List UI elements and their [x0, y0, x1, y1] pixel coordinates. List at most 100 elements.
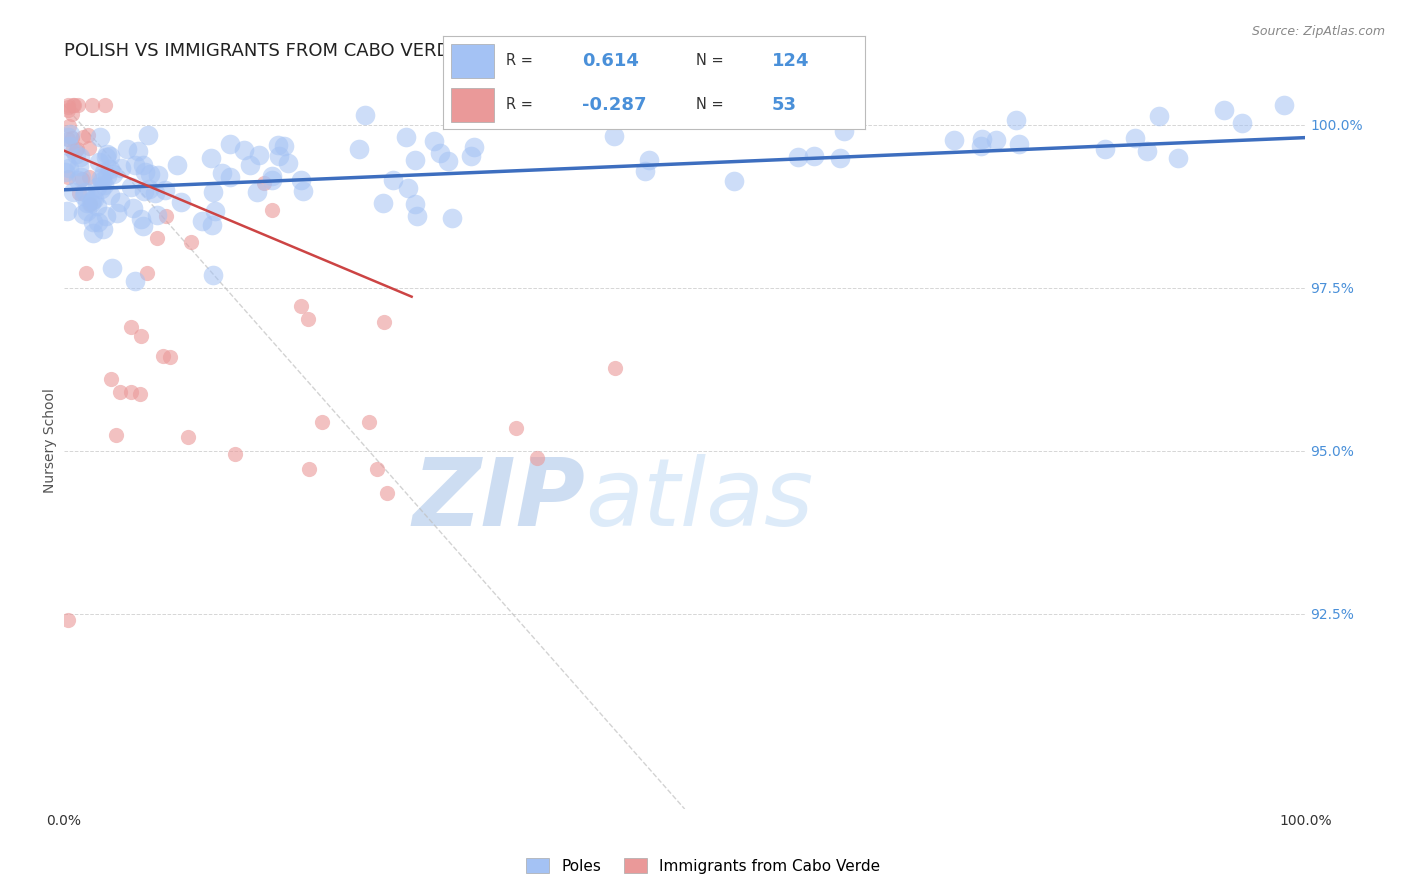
Point [77, 128, 100, 142]
Point [942, 133, 965, 147]
Point [155, 209, 177, 223]
Text: ZIP: ZIP [412, 454, 585, 546]
Point [152, 349, 174, 363]
Point [86, 199, 108, 213]
Point [121, 201, 143, 215]
Point [82, 226, 104, 240]
Point [1149, 109, 1171, 123]
Point [136, 266, 159, 280]
Text: -0.287: -0.287 [582, 96, 647, 114]
Point [90, 181, 112, 195]
Point [75, 266, 97, 280]
Text: 0.614: 0.614 [582, 52, 638, 70]
Point [180, 235, 202, 250]
Point [120, 180, 142, 194]
Y-axis label: Nursery School: Nursery School [44, 388, 58, 493]
Point [723, 174, 745, 188]
Point [139, 167, 162, 181]
Point [170, 195, 193, 210]
Point [200, 151, 222, 165]
Point [80, 98, 103, 112]
Point [87, 154, 110, 169]
Point [90, 171, 112, 186]
Point [105, 206, 128, 220]
Point [1167, 151, 1189, 165]
Point [76, 196, 98, 211]
Point [56, 100, 79, 114]
Point [145, 208, 167, 222]
Point [177, 430, 200, 444]
Point [131, 158, 153, 172]
Point [108, 384, 131, 399]
Text: R =: R = [506, 97, 533, 112]
Point [63, 98, 86, 112]
Point [153, 183, 176, 197]
Point [89, 129, 111, 144]
Point [67, 186, 90, 200]
Point [441, 211, 464, 226]
Point [67, 98, 90, 112]
Point [422, 134, 444, 148]
Point [405, 210, 427, 224]
Point [404, 197, 426, 211]
Point [103, 167, 125, 181]
Point [297, 312, 319, 326]
Point [134, 164, 156, 178]
Point [211, 166, 233, 180]
Point [291, 185, 314, 199]
Point [463, 140, 485, 154]
Point [218, 136, 240, 151]
Point [69, 170, 91, 185]
Point [124, 274, 146, 288]
Point [803, 148, 825, 162]
Point [273, 139, 295, 153]
Point [77, 169, 100, 184]
Point [202, 268, 225, 282]
Point [76, 204, 98, 219]
Point [82, 215, 104, 229]
Point [252, 176, 274, 190]
Point [73, 188, 96, 202]
Point [396, 181, 419, 195]
Point [72, 130, 94, 145]
Point [347, 142, 370, 156]
Text: N =: N = [696, 54, 724, 69]
Point [87, 215, 110, 229]
Point [1230, 116, 1253, 130]
Point [266, 137, 288, 152]
Point [219, 170, 242, 185]
Text: R =: R = [506, 54, 533, 69]
Point [128, 387, 150, 401]
Point [80, 196, 103, 211]
Text: 124: 124 [772, 52, 810, 70]
Point [143, 186, 166, 200]
Point [91, 222, 114, 236]
Point [65, 147, 87, 161]
Text: 53: 53 [772, 96, 797, 114]
Point [239, 158, 262, 172]
Point [56, 132, 79, 146]
Point [58, 138, 80, 153]
Point [79, 196, 101, 211]
Point [366, 462, 388, 476]
Point [634, 163, 657, 178]
Point [77, 141, 100, 155]
Point [605, 361, 627, 376]
Point [290, 172, 312, 186]
Point [93, 164, 115, 178]
Point [62, 186, 84, 200]
Point [129, 211, 152, 226]
Point [311, 415, 333, 429]
Point [104, 428, 127, 442]
Point [59, 128, 82, 142]
Point [505, 420, 527, 434]
Point [101, 260, 124, 275]
Point [246, 186, 269, 200]
Point [115, 142, 138, 156]
Point [832, 124, 855, 138]
Point [83, 192, 105, 206]
Point [381, 173, 404, 187]
Point [603, 129, 626, 144]
Point [224, 447, 246, 461]
Point [262, 169, 284, 183]
